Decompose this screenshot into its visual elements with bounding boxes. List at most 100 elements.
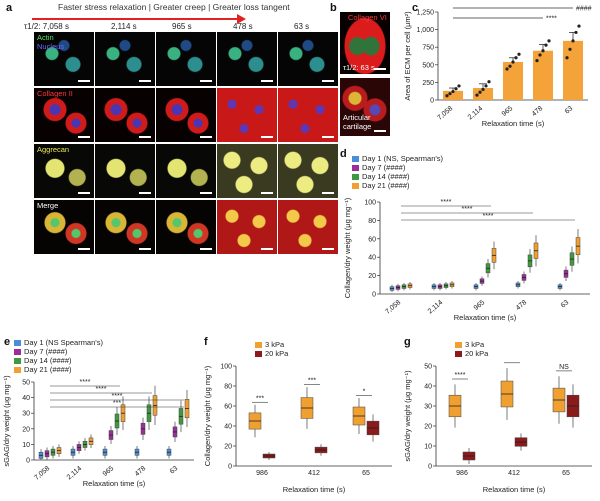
legend-label: Day 14 (####) — [362, 172, 410, 181]
image-tile-coll — [278, 88, 338, 142]
y-tick-label: 40 — [424, 384, 432, 391]
data-point — [457, 84, 461, 88]
data-point — [571, 39, 575, 43]
x-axis-label: Relaxation time (s) — [454, 313, 517, 322]
legend-swatch — [455, 351, 462, 358]
data-point — [535, 58, 539, 63]
y-tick-label: 20 — [224, 444, 232, 451]
sig-label: *** — [308, 378, 316, 385]
panel-label-e: e — [4, 336, 11, 348]
sig-label: **** — [112, 393, 123, 400]
channel-label: Aggrecan — [37, 145, 70, 154]
y-tick-label: 250 — [422, 80, 434, 87]
sig-label: **** — [96, 386, 107, 393]
scale-bar — [374, 68, 386, 70]
legend-entry: 20 kPa — [255, 349, 288, 358]
legend-label: Day 1 (NS Spearman's) — [24, 338, 103, 347]
legend-entry: Day 7 (####) — [14, 347, 67, 356]
time-header: 478 s — [233, 22, 253, 31]
x-axis-label: Relaxation time (s) — [283, 485, 346, 494]
sig-label: **** — [455, 372, 466, 379]
x-tick-label: 63 — [564, 105, 575, 115]
legend-entry: Day 14 (####) — [14, 356, 72, 365]
legend-label: 3 kPa — [465, 340, 485, 349]
sig-label: **** — [462, 206, 473, 213]
legend-swatch — [14, 358, 21, 365]
x-axis-label: Relaxation time (s) — [83, 479, 146, 488]
data-point — [451, 89, 455, 94]
x-tick-label: 65 — [562, 470, 570, 477]
chart-g: 0 10 20 30 40 50 sGAG/dry weight (μg mg⁻¹) Rela… — [403, 360, 592, 494]
row-label: Aggrecan — [37, 145, 70, 155]
row-label: Actin Nucleus — [37, 33, 65, 51]
data-point — [448, 92, 452, 96]
legend-swatch — [352, 165, 359, 172]
legend-label: Day 21 (####) — [362, 181, 410, 190]
y-tick-label: 20 — [424, 424, 432, 431]
y-axis-label: Collagen/dry weight (μg mg⁻¹) — [203, 365, 212, 466]
x-tick-label: 965 — [102, 465, 116, 478]
y-tick-label: 40 — [22, 395, 30, 402]
scale-bar — [78, 80, 90, 82]
time-header: 2,114 s — [111, 22, 137, 31]
x-tick-label: 412 — [508, 470, 520, 477]
y-tick-label: 80 — [368, 218, 376, 225]
y-tick-label: 30 — [22, 411, 30, 418]
scale-bar — [261, 136, 273, 138]
x-tick-label: 7,058 — [384, 299, 402, 316]
legend-swatch — [455, 342, 462, 349]
time-header: 63 s — [294, 22, 310, 31]
y-axis-label: Area of ECM per cell (μm²) — [403, 11, 412, 101]
y-tick-label: 60 — [368, 236, 376, 243]
row-label: Merge — [37, 201, 58, 211]
sig-label: **** — [507, 360, 518, 363]
data-point — [505, 67, 509, 71]
data-point — [454, 87, 458, 91]
bar — [533, 50, 553, 100]
y-tick-label: 0 — [428, 464, 432, 471]
legend-entry: Day 1 (NS, Spearman's) — [352, 154, 443, 163]
panel-label-a: a — [6, 2, 13, 14]
legend-label: Day 14 (####) — [24, 356, 72, 365]
bar — [473, 88, 493, 100]
data-point — [517, 52, 521, 56]
legend-label: Day 1 (NS, Spearman's) — [362, 154, 444, 163]
legend-swatch — [352, 174, 359, 181]
scale-bar — [322, 136, 334, 138]
legend-swatch — [14, 349, 21, 356]
image-tile-merge — [217, 200, 277, 254]
y-tick-label: 10 — [22, 442, 30, 449]
chart-f: 0 20 40 60 80 100 Collagen/dry weight (μg mg⁻¹… — [203, 364, 392, 494]
data-point — [577, 24, 581, 28]
y-tick-label: 60 — [224, 404, 232, 411]
legend-entry: 3 kPa — [455, 340, 484, 349]
scale-bar — [200, 80, 212, 82]
legend-swatch — [14, 367, 21, 374]
data-point — [487, 80, 491, 84]
data-point — [508, 64, 512, 68]
legend-swatch — [14, 340, 21, 347]
scale-bar — [374, 130, 386, 132]
channel-label: Nucleus — [37, 41, 65, 51]
scale-bar — [139, 192, 151, 194]
image-tile-actin — [217, 32, 277, 86]
image-tile-agg: Aggrecan — [34, 144, 94, 198]
legend-entry: Day 21 (####) — [14, 365, 72, 374]
scale-bar — [322, 80, 334, 82]
tau-label: τ1/2: 7,058 s — [24, 22, 69, 31]
legend-entry: 20 kPa — [455, 349, 488, 358]
collagen-vi-label: Collagen VI — [348, 13, 387, 22]
image-tile-agg — [95, 144, 155, 198]
data-point — [478, 90, 482, 94]
data-point — [547, 39, 551, 43]
y-tick-label: 20 — [22, 426, 30, 433]
image-tile-actin — [278, 32, 338, 86]
x-tick-label: 478 — [515, 299, 529, 312]
image-tile-merge — [278, 200, 338, 254]
panel-label-d: d — [340, 148, 347, 160]
x-tick-label: 965 — [473, 299, 487, 312]
x-tick-label: 478 — [531, 105, 545, 118]
x-tick-label: 7,058 — [33, 465, 51, 482]
image-tile-actin: Actin Nucleus — [34, 32, 94, 86]
scale-bar — [139, 80, 151, 82]
